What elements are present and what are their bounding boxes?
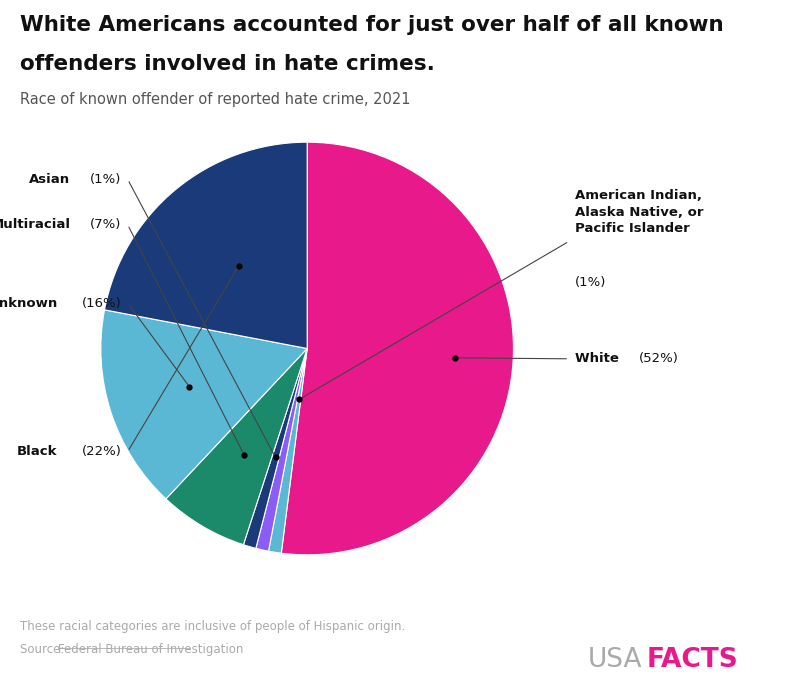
Text: (52%): (52%) bbox=[639, 352, 679, 365]
Text: (7%): (7%) bbox=[90, 218, 122, 231]
Wedge shape bbox=[282, 142, 514, 555]
Wedge shape bbox=[105, 142, 307, 348]
Text: offenders involved in hate crimes.: offenders involved in hate crimes. bbox=[20, 54, 435, 75]
Text: Unknown: Unknown bbox=[0, 297, 58, 309]
Text: These racial categories are inclusive of people of Hispanic origin.: These racial categories are inclusive of… bbox=[20, 620, 406, 634]
Wedge shape bbox=[269, 348, 307, 553]
Text: (22%): (22%) bbox=[82, 445, 122, 458]
Text: White Americans accounted for just over half of all known: White Americans accounted for just over … bbox=[20, 15, 724, 36]
Text: Black: Black bbox=[17, 445, 58, 458]
Text: Federal Bureau of Investigation: Federal Bureau of Investigation bbox=[58, 643, 243, 657]
Wedge shape bbox=[101, 310, 307, 499]
Text: (1%): (1%) bbox=[575, 276, 606, 289]
Text: Race of known offender of reported hate crime, 2021: Race of known offender of reported hate … bbox=[20, 92, 410, 107]
Text: (1%): (1%) bbox=[90, 173, 122, 186]
Text: White: White bbox=[575, 352, 624, 365]
Text: USA: USA bbox=[588, 647, 642, 673]
Wedge shape bbox=[166, 348, 307, 545]
Text: Multiracial: Multiracial bbox=[0, 218, 70, 231]
Text: Source:: Source: bbox=[20, 643, 68, 657]
Text: American Indian,
Alaska Native, or
Pacific Islander: American Indian, Alaska Native, or Pacif… bbox=[575, 190, 704, 236]
Text: Asian: Asian bbox=[29, 173, 70, 186]
Wedge shape bbox=[256, 348, 307, 551]
Text: FACTS: FACTS bbox=[646, 647, 738, 673]
Wedge shape bbox=[243, 348, 307, 549]
Text: (16%): (16%) bbox=[82, 297, 122, 309]
